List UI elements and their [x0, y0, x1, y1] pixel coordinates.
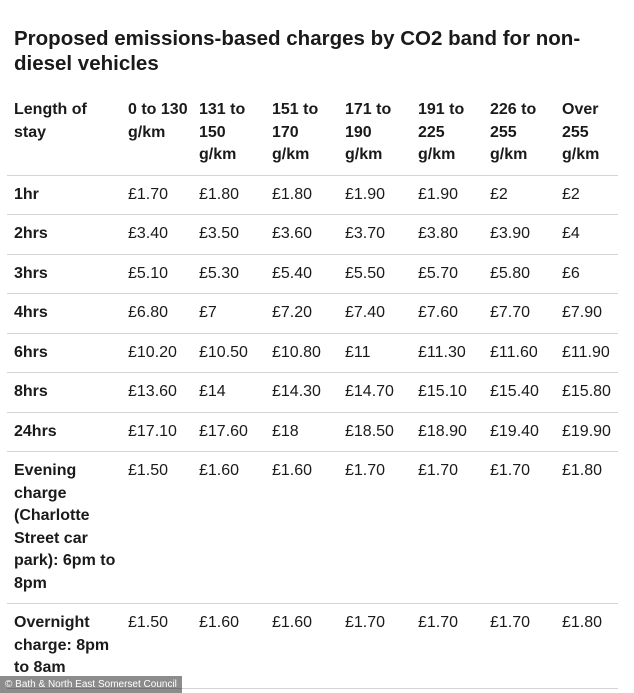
table-cell: £15.40 — [483, 372, 555, 413]
table-cell: £2 — [555, 175, 618, 215]
table-cell: £18.50 — [338, 412, 411, 452]
table-cell: £1.50 — [121, 451, 192, 604]
table-header: Length of stay 0 to 130 g/km 131 to 150 … — [7, 96, 618, 176]
table-cell: £1.60 — [265, 451, 338, 604]
table-cell: £6 — [555, 254, 618, 294]
table-cell: £3.50 — [192, 214, 265, 255]
table-cell: £1.80 — [265, 175, 338, 215]
table-cell: £15.10 — [411, 372, 483, 413]
table-cell: £1.70 — [411, 451, 483, 604]
table-row: 8hrs £13.60 £14 £14.30 £14.70 £15.10 £15… — [7, 372, 618, 413]
row-label: 8hrs — [7, 372, 121, 413]
table-cell: £1.70 — [338, 603, 411, 689]
table-row: 3hrs £5.10 £5.30 £5.40 £5.50 £5.70 £5.80… — [7, 254, 618, 294]
table-cell: £1.80 — [192, 175, 265, 215]
table-cell: £18 — [265, 412, 338, 452]
table-cell: £3.80 — [411, 214, 483, 255]
table-cell: £7 — [192, 293, 265, 334]
table-cell: £6.80 — [121, 293, 192, 334]
table-cell: £11.30 — [411, 333, 483, 373]
table-row: Overnight charge: 8pm to 8am £1.50 £1.60… — [7, 603, 618, 689]
table-row: 4hrs £6.80 £7 £7.20 £7.40 £7.60 £7.70 £7… — [7, 293, 618, 334]
table-cell: £19.90 — [555, 412, 618, 452]
header-row: Length of stay 0 to 130 g/km 131 to 150 … — [7, 96, 618, 176]
table-cell: £1.90 — [411, 175, 483, 215]
table-cell: £10.20 — [121, 333, 192, 373]
table-row: Evening charge (Charlotte Street car par… — [7, 451, 618, 604]
table-cell: £5.50 — [338, 254, 411, 294]
header-length-of-stay: Length of stay — [7, 96, 121, 176]
table-body: 1hr £1.70 £1.80 £1.80 £1.90 £1.90 £2 £2 … — [7, 175, 618, 689]
table-cell: £1.70 — [121, 175, 192, 215]
table-cell: £1.60 — [192, 451, 265, 604]
table-cell: £10.80 — [265, 333, 338, 373]
table-row: 6hrs £10.20 £10.50 £10.80 £11 £11.30 £11… — [7, 333, 618, 373]
table-cell: £7.20 — [265, 293, 338, 334]
header-band-131-150: 131 to 150 g/km — [192, 96, 265, 176]
table-cell: £1.70 — [483, 603, 555, 689]
table-cell: £17.60 — [192, 412, 265, 452]
table-cell: £14 — [192, 372, 265, 413]
table-row: 2hrs £3.40 £3.50 £3.60 £3.70 £3.80 £3.90… — [7, 214, 618, 255]
table-cell: £11.90 — [555, 333, 618, 373]
table-cell: £7.90 — [555, 293, 618, 334]
header-band-226-255: 226 to 255 g/km — [483, 96, 555, 176]
header-band-151-170: 151 to 170 g/km — [265, 96, 338, 176]
row-label: 24hrs — [7, 412, 121, 452]
table-cell: £1.50 — [121, 603, 192, 689]
table-cell: £5.40 — [265, 254, 338, 294]
table-cell: £1.80 — [555, 451, 618, 604]
table-cell: £5.10 — [121, 254, 192, 294]
header-band-over-255: Over 255 g/km — [555, 96, 618, 176]
table-cell: £7.40 — [338, 293, 411, 334]
table-row: 1hr £1.70 £1.80 £1.80 £1.90 £1.90 £2 £2 — [7, 175, 618, 215]
table-cell: £14.30 — [265, 372, 338, 413]
table-cell: £3.90 — [483, 214, 555, 255]
charges-table: Length of stay 0 to 130 g/km 131 to 150 … — [7, 96, 618, 689]
header-band-0-130: 0 to 130 g/km — [121, 96, 192, 176]
table-cell: £7.70 — [483, 293, 555, 334]
table-cell: £15.80 — [555, 372, 618, 413]
row-label: 6hrs — [7, 333, 121, 373]
table-cell: £13.60 — [121, 372, 192, 413]
table-cell: £1.90 — [338, 175, 411, 215]
table-cell: £14.70 — [338, 372, 411, 413]
table-cell: £3.70 — [338, 214, 411, 255]
table-row: 24hrs £17.10 £17.60 £18 £18.50 £18.90 £1… — [7, 412, 618, 452]
page-title: Proposed emissions-based charges by CO2 … — [14, 27, 581, 75]
image-credit: © Bath & North East Somerset Council — [0, 676, 182, 693]
table-cell: £11 — [338, 333, 411, 373]
header-band-191-225: 191 to 225 g/km — [411, 96, 483, 176]
table-cell: £1.60 — [265, 603, 338, 689]
row-label: 1hr — [7, 175, 121, 215]
table-cell: £1.80 — [555, 603, 618, 689]
table-cell: £18.90 — [411, 412, 483, 452]
table-cell: £4 — [555, 214, 618, 255]
table-cell: £1.70 — [411, 603, 483, 689]
table-cell: £5.80 — [483, 254, 555, 294]
row-label: 3hrs — [7, 254, 121, 294]
row-label: Evening charge (Charlotte Street car par… — [7, 451, 121, 604]
table-cell: £5.30 — [192, 254, 265, 294]
table-cell: £1.70 — [483, 451, 555, 604]
table-cell: £11.60 — [483, 333, 555, 373]
header-band-171-190: 171 to 190 g/km — [338, 96, 411, 176]
row-label: Overnight charge: 8pm to 8am — [7, 603, 121, 689]
table-cell: £7.60 — [411, 293, 483, 334]
row-label: 2hrs — [7, 214, 121, 255]
table-cell: £3.60 — [265, 214, 338, 255]
table-cell: £1.70 — [338, 451, 411, 604]
table-cell: £2 — [483, 175, 555, 215]
table-cell: £3.40 — [121, 214, 192, 255]
table-cell: £1.60 — [192, 603, 265, 689]
table-cell: £10.50 — [192, 333, 265, 373]
row-label: 4hrs — [7, 293, 121, 334]
table-cell: £5.70 — [411, 254, 483, 294]
table-cell: £17.10 — [121, 412, 192, 452]
table-cell: £19.40 — [483, 412, 555, 452]
